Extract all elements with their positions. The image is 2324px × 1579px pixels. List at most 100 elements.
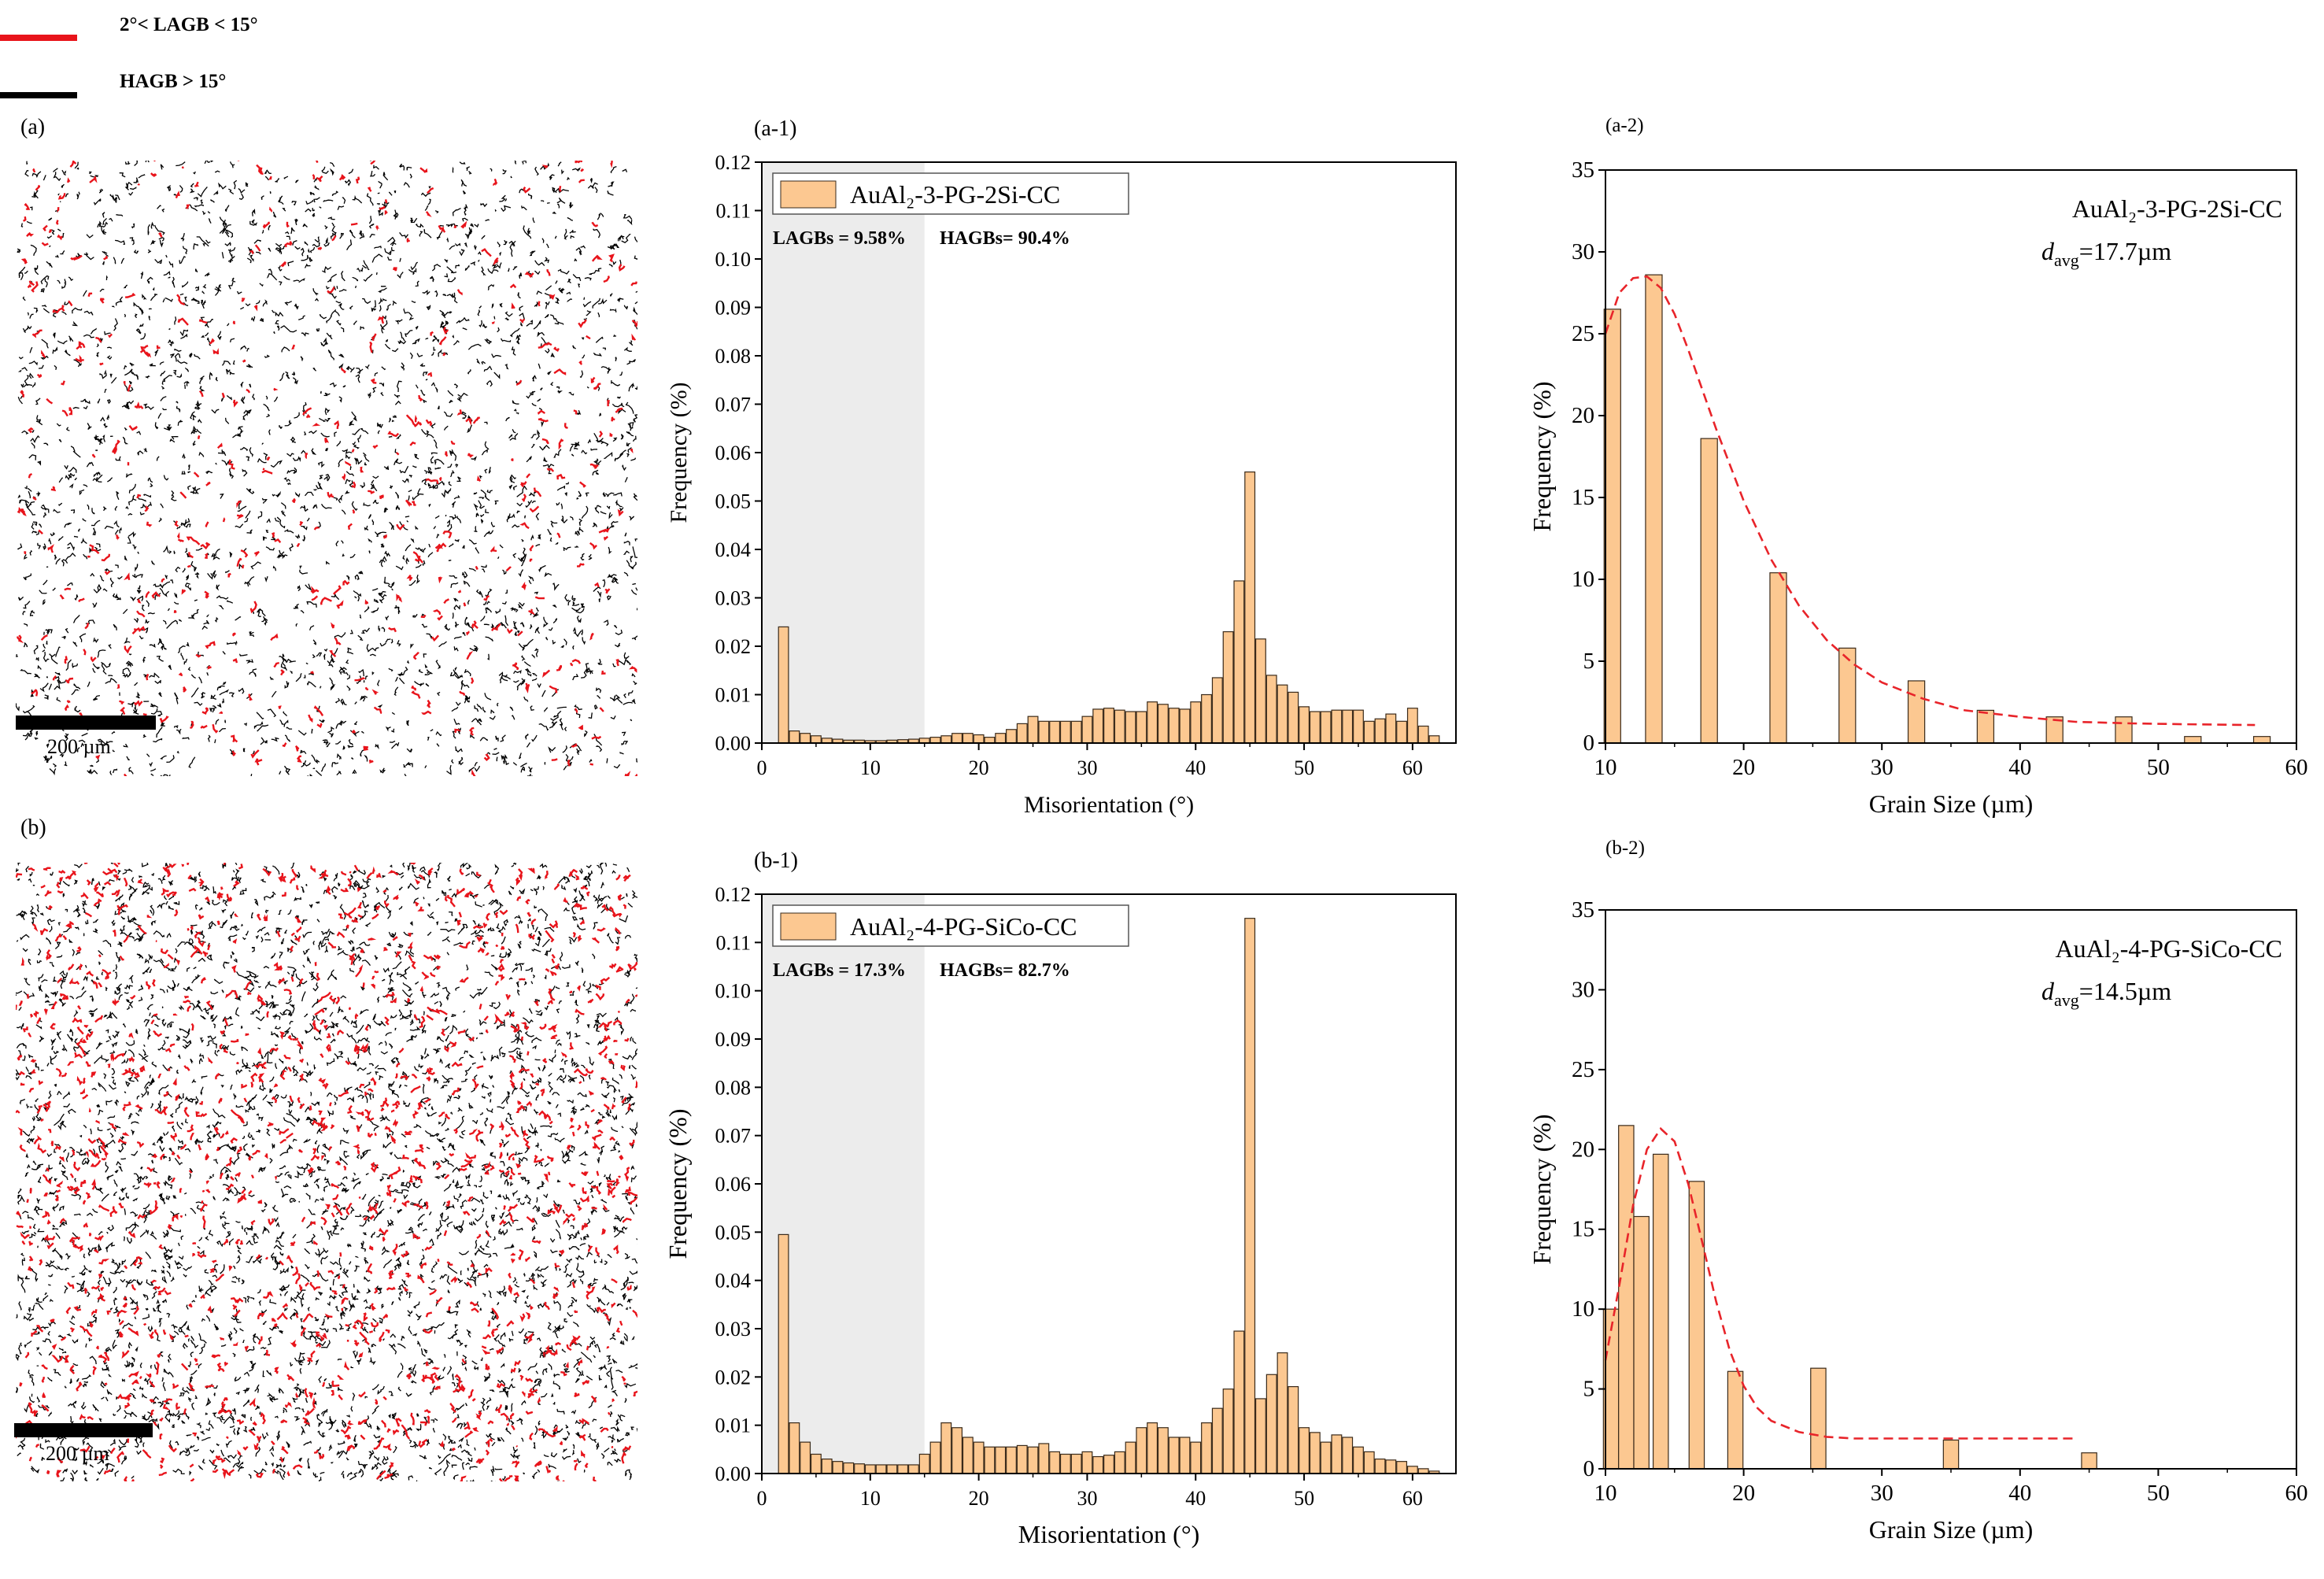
hagb-segment <box>555 542 559 545</box>
hagb-segment <box>321 342 329 347</box>
hagb-segment <box>428 1467 432 1470</box>
hagb-segment <box>374 955 379 960</box>
hagb-segment <box>342 720 347 724</box>
hagb-segment <box>401 1181 405 1186</box>
hagb-segment <box>135 927 139 931</box>
hagb-segment <box>252 750 255 755</box>
hagb-segment <box>474 245 477 251</box>
hagb-segment <box>150 239 157 246</box>
hagb-segment <box>190 674 196 679</box>
hagb-segment <box>534 648 539 652</box>
hagb-segment <box>29 346 33 353</box>
lagb-segment <box>460 220 467 229</box>
hagb-segment <box>346 685 351 691</box>
hagb-segment <box>147 1411 152 1414</box>
hagb-segment <box>634 255 637 260</box>
hagb-segment <box>461 217 468 222</box>
hagb-segment <box>440 321 445 328</box>
hagb-segment <box>524 668 531 674</box>
hagb-segment <box>133 617 139 623</box>
hagb-segment <box>357 1053 360 1059</box>
hagb-segment <box>604 492 615 497</box>
hagb-segment <box>622 731 626 737</box>
hagb-segment <box>312 1273 319 1278</box>
lagb-segment <box>556 532 561 538</box>
hagb-segment <box>153 224 165 235</box>
hagb-segment <box>53 332 56 339</box>
hagb-segment <box>115 971 118 980</box>
hagb-segment <box>403 1100 407 1105</box>
lagb-segment <box>197 435 201 439</box>
hagb-segment <box>83 553 88 560</box>
hagb-segment <box>541 690 546 697</box>
hagb-segment <box>349 967 355 973</box>
hagb-segment <box>72 1470 78 1475</box>
hagb-segment <box>336 771 342 776</box>
hagb-segment <box>355 374 360 383</box>
lagb-segment <box>609 432 613 437</box>
hagb-segment <box>367 1217 370 1222</box>
hagb-segment <box>549 537 552 542</box>
hagb-segment <box>222 650 226 655</box>
hagb-segment <box>244 518 249 523</box>
lagb-segment <box>610 161 613 168</box>
hagb-segment <box>544 974 547 980</box>
hagb-segment <box>279 372 285 382</box>
hagb-segment <box>96 976 100 980</box>
hagb-segment <box>467 1457 473 1463</box>
hagb-segment <box>22 296 26 301</box>
hagb-segment <box>624 476 628 483</box>
hagb-segment <box>210 199 215 203</box>
hagb-segment <box>370 483 375 489</box>
hagb-segment <box>17 1444 26 1450</box>
hagb-segment <box>464 264 470 272</box>
lagb-segment <box>183 686 187 693</box>
hagb-segment <box>29 313 34 319</box>
hagb-segment <box>246 1387 250 1392</box>
hagb-segment <box>314 236 320 243</box>
hagb-segment <box>29 905 34 912</box>
hagb-segment <box>604 1260 608 1266</box>
hagb-segment <box>584 277 592 281</box>
hagb-segment <box>203 619 210 625</box>
hagb-segment <box>199 1037 204 1044</box>
hagb-segment <box>339 1215 349 1220</box>
hagb-segment <box>51 229 55 235</box>
hagb-segment <box>262 1321 268 1326</box>
hagb-segment <box>446 764 452 775</box>
hagb-segment <box>561 1348 567 1353</box>
hagb-segment <box>198 1237 203 1242</box>
hagb-segment <box>276 490 281 497</box>
hagb-segment <box>354 457 359 464</box>
hagb-segment <box>212 553 220 560</box>
hagb-segment <box>92 1314 98 1323</box>
hagb-segment <box>168 1353 172 1360</box>
lagb-segment <box>79 712 83 716</box>
hagb-segment <box>120 1196 125 1201</box>
hagb-segment <box>204 1269 209 1274</box>
hagb-segment <box>269 1299 277 1305</box>
hagb-segment <box>482 1292 486 1297</box>
hagb-segment <box>69 483 74 489</box>
lagb-segment <box>261 469 273 475</box>
hagb-segment <box>216 1049 220 1053</box>
hagb-segment <box>631 1125 637 1134</box>
hagb-segment <box>193 967 197 970</box>
hagb-segment <box>60 1477 65 1481</box>
hagb-segment <box>504 364 509 370</box>
hagb-segment <box>608 1174 611 1181</box>
hagb-segment <box>106 355 113 361</box>
ebsd-map-b <box>16 863 637 1481</box>
lagb-segment <box>456 289 463 296</box>
hagb-segment <box>542 1367 548 1375</box>
hagb-segment <box>405 557 409 564</box>
hagb-segment <box>464 698 471 704</box>
hagb-segment <box>105 253 109 257</box>
hagb-segment <box>631 673 636 678</box>
hagb-segment <box>28 1396 35 1403</box>
hagb-segment <box>558 287 565 294</box>
hagb-segment <box>30 911 38 917</box>
hagb-segment <box>238 1278 241 1282</box>
hagb-segment <box>515 981 519 988</box>
hagb-segment <box>610 1376 614 1390</box>
